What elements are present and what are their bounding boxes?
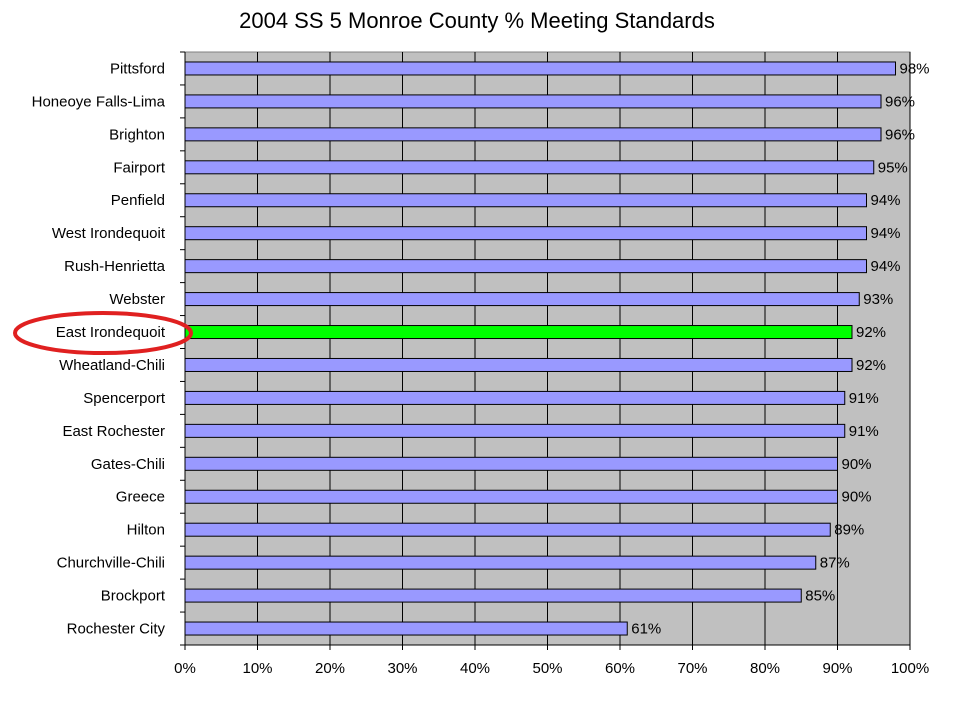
bar	[184, 61, 896, 76]
y-tick-label: Hilton	[127, 522, 165, 539]
bar	[184, 127, 882, 142]
highlight-ellipse	[13, 311, 193, 355]
y-tick-label: Penfield	[111, 192, 165, 209]
x-tick-label: 40%	[460, 660, 490, 677]
bar	[184, 325, 853, 340]
plot-layer: 0% 10% 20% 30% 40% 50% 60% 70% 80% 90% 100% Pittsfo…	[32, 51, 930, 677]
y-tick-label: Rochester City	[67, 620, 166, 637]
x-tick-label: 60%	[605, 660, 635, 677]
y-tick-label: Brighton	[109, 126, 165, 143]
bar	[184, 94, 882, 109]
y-tick-label: Fairport	[113, 159, 166, 176]
y-tick-label: East Irondequoit	[56, 324, 166, 341]
x-tick-label: 0%	[174, 660, 196, 677]
bar	[184, 160, 875, 175]
value-label: 85%	[805, 588, 835, 605]
y-tick-label: Churchville-Chili	[57, 555, 165, 572]
value-label: 93%	[863, 291, 893, 308]
x-tick-label: 100%	[891, 660, 929, 677]
x-tick-label: 80%	[750, 660, 780, 677]
value-label: 89%	[834, 522, 864, 539]
bar	[184, 489, 838, 504]
value-label: 87%	[820, 555, 850, 572]
bar	[184, 621, 628, 636]
value-label: 91%	[849, 423, 879, 440]
bar	[184, 456, 838, 471]
value-label: 90%	[842, 456, 872, 473]
x-tick-label: 30%	[387, 660, 417, 677]
y-tick-label: Honeoye Falls-Lima	[32, 93, 166, 110]
bar	[184, 555, 817, 570]
y-tick-label: Spencerport	[83, 390, 166, 407]
y-tick-label: West Irondequoit	[52, 225, 166, 242]
bar	[184, 588, 802, 603]
value-label: 90%	[842, 489, 872, 506]
value-label: 92%	[856, 357, 886, 374]
value-label: 94%	[871, 225, 901, 242]
y-tick-label: Pittsford	[110, 60, 165, 77]
bar	[184, 357, 853, 372]
y-tick-label: East Rochester	[62, 423, 165, 440]
bar	[184, 423, 846, 438]
bar	[184, 259, 867, 274]
y-tick-label: Rush-Henrietta	[64, 258, 166, 275]
y-tick-label: Greece	[116, 489, 165, 506]
value-label: 94%	[871, 192, 901, 209]
x-tick-label: 20%	[315, 660, 345, 677]
bar	[184, 226, 867, 241]
value-label: 91%	[849, 390, 879, 407]
x-tick-label: 90%	[822, 660, 852, 677]
bar	[184, 193, 867, 208]
y-tick-label: Gates-Chili	[91, 456, 165, 473]
x-tick-label: 70%	[677, 660, 707, 677]
y-tick-label: Wheatland-Chili	[59, 357, 165, 374]
x-tick-label: 10%	[242, 660, 272, 677]
bar	[184, 390, 846, 405]
bar	[184, 292, 860, 307]
value-label: 94%	[871, 258, 901, 275]
value-label: 95%	[878, 159, 908, 176]
value-label: 96%	[885, 126, 915, 143]
x-tick-label: 50%	[532, 660, 562, 677]
value-label: 92%	[856, 324, 886, 341]
value-label: 98%	[900, 60, 930, 77]
chart-title: 2004 SS 5 Monroe County % Meeting Standa…	[239, 8, 715, 33]
bar	[184, 522, 831, 537]
y-tick-label: Webster	[109, 291, 165, 308]
value-label: 96%	[885, 93, 915, 110]
y-tick-label: Brockport	[101, 588, 166, 605]
value-label: 61%	[631, 620, 661, 637]
